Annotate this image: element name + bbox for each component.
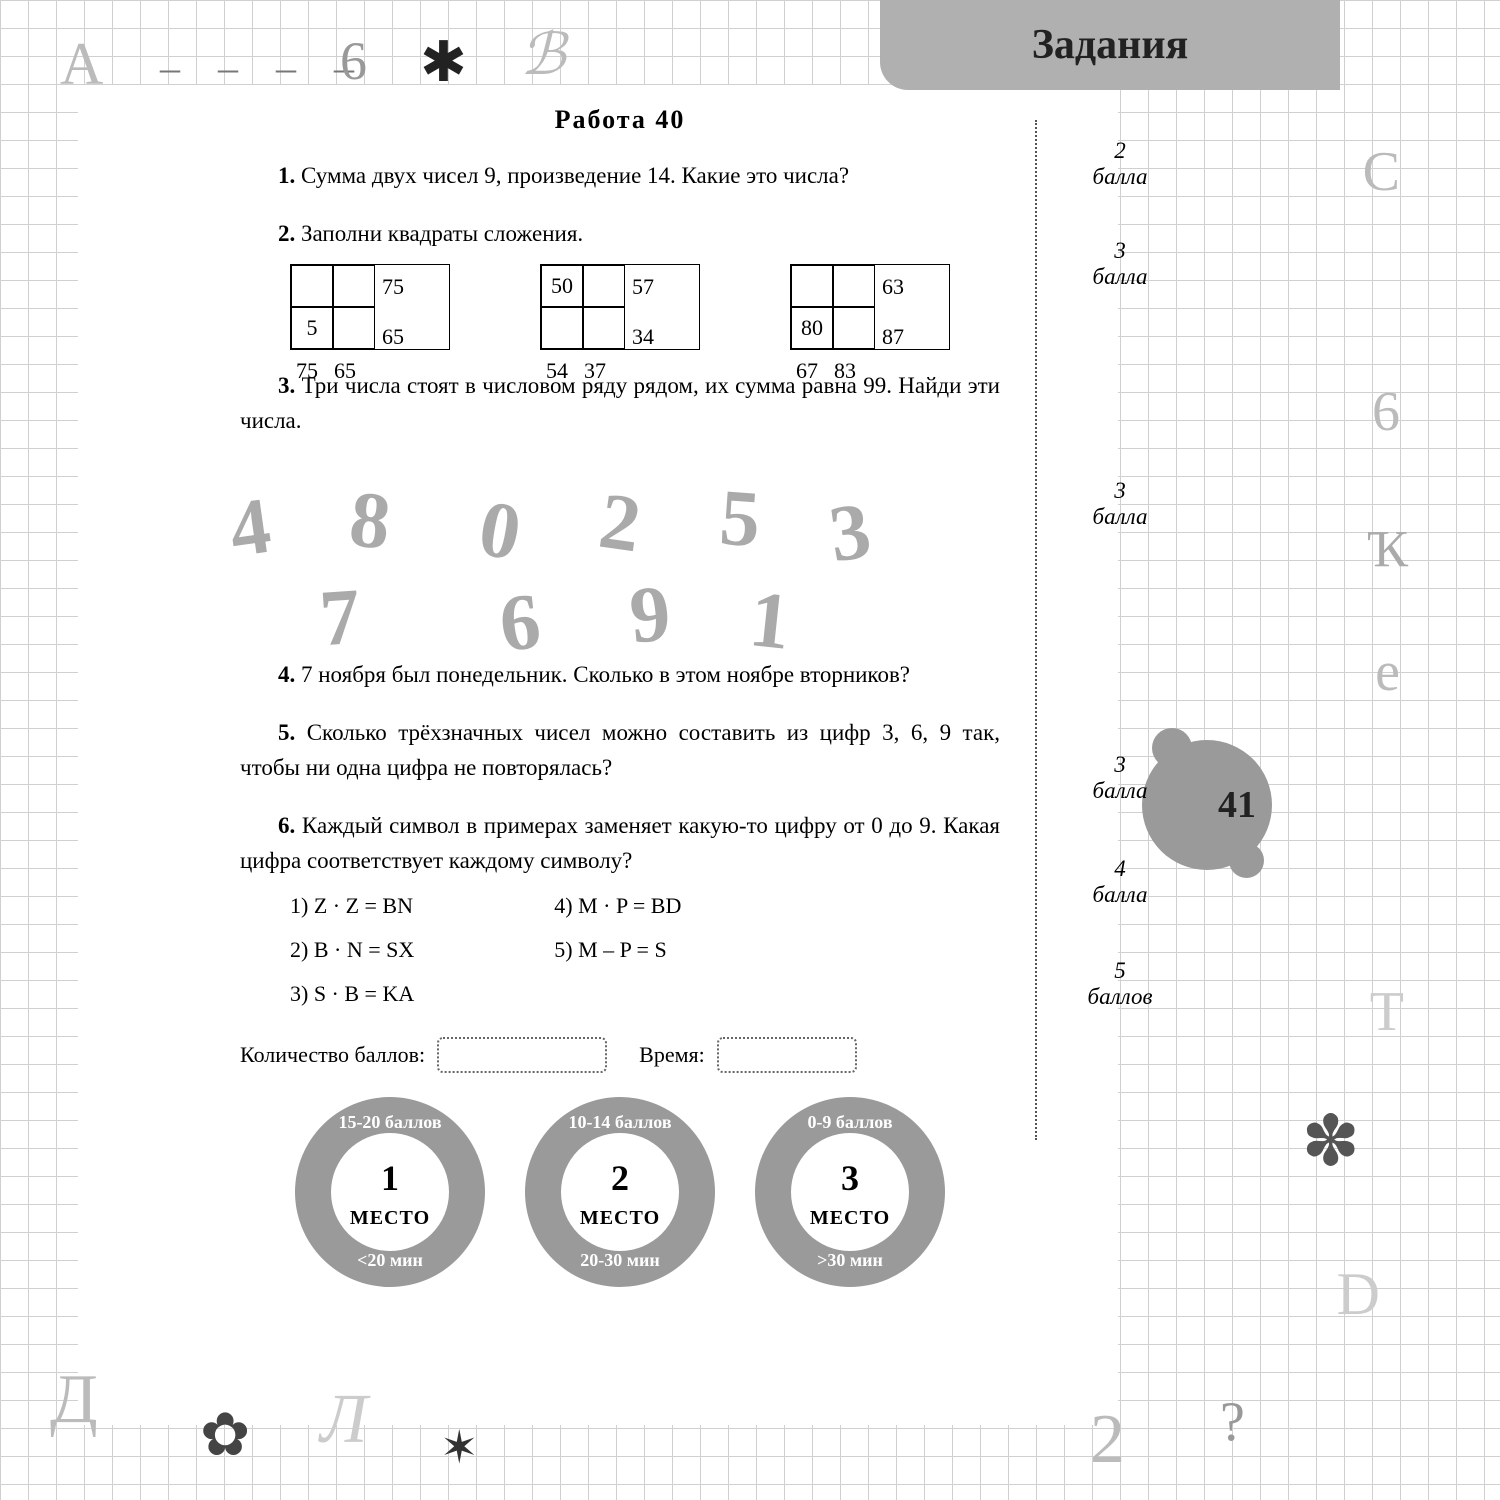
equation: 1) Z · Z = BN <box>290 889 414 923</box>
score-item: 5баллов <box>1055 958 1185 1010</box>
square-block: 5057345437 <box>540 264 700 350</box>
equation: 5) M – P = S <box>554 933 681 967</box>
medal-top: 0-9 баллов <box>755 1109 945 1137</box>
square-sum-bottom: 83 <box>834 354 856 388</box>
medal-place: МЕСТО <box>810 1203 890 1234</box>
square-cell[interactable]: 50 <box>541 265 583 307</box>
medal-number: 1 <box>381 1151 399 1207</box>
square-cell[interactable]: 80 <box>791 307 833 349</box>
decor-number: 3 <box>822 469 879 597</box>
content-area: Работа 40 1. Сумма двух чисел 9, произве… <box>240 100 1000 1287</box>
equations-col-1: 1) Z · Z = BN 2) B · N = SX 3) S · B = KA <box>290 889 414 1011</box>
square-sum-right: 57 <box>632 270 654 304</box>
medal-inner: 2МЕСТО <box>561 1133 679 1251</box>
square-sum-bottom: 67 <box>796 354 818 388</box>
medal-bottom: 20-30 мин <box>525 1247 715 1275</box>
square-cell[interactable] <box>583 307 625 349</box>
equation: 4) M · P = BD <box>554 889 681 923</box>
square-cell[interactable] <box>583 265 625 307</box>
medal-number: 3 <box>841 1151 859 1207</box>
square-cell[interactable]: 5 <box>291 307 333 349</box>
work-title: Работа 40 <box>240 100 1000 140</box>
medal: 15-20 баллов1МЕСТО<20 мин <box>295 1097 485 1287</box>
square-sum-bottom: 54 <box>546 354 568 388</box>
footer-row: Количество баллов: Время: <box>240 1037 1000 1073</box>
task-5: 5. Сколько трёхзначных чисел можно соста… <box>240 715 1000 786</box>
square-cell[interactable] <box>833 265 875 307</box>
square-cell[interactable] <box>791 265 833 307</box>
header-tab: Задания <box>880 0 1340 90</box>
square-cell[interactable] <box>333 265 375 307</box>
square-block: 8063876783 <box>790 264 950 350</box>
addition-squares: 57565756550573454378063876783 <box>290 264 1000 350</box>
square-sum-bottom: 37 <box>584 354 606 388</box>
square-sum-right: 34 <box>632 320 654 354</box>
medal-bottom: >30 мин <box>755 1247 945 1275</box>
square-sum-right: 75 <box>382 270 404 304</box>
score-item: 3балла <box>1055 238 1185 290</box>
time-label: Время: <box>639 1038 705 1072</box>
decor-number: 4 <box>222 464 279 592</box>
medal-inner: 3МЕСТО <box>791 1133 909 1251</box>
score-item: 3балла <box>1055 478 1185 530</box>
square-sum-right: 63 <box>882 270 904 304</box>
score-item: 2балла <box>1055 138 1185 190</box>
medals-row: 15-20 баллов1МЕСТО<20 мин10-14 баллов2МЕ… <box>240 1097 1000 1287</box>
medal-top: 10-14 баллов <box>525 1109 715 1137</box>
score-item: 3балла <box>1055 752 1185 804</box>
square-sum-right: 65 <box>382 320 404 354</box>
equations-list: 1) Z · Z = BN2) B · N = SX3) S · B = KA … <box>290 889 1000 1011</box>
medal-bottom: <20 мин <box>295 1247 485 1275</box>
medal: 0-9 баллов3МЕСТО>30 мин <box>755 1097 945 1287</box>
square-sum-bottom: 65 <box>334 354 356 388</box>
medal-number: 2 <box>611 1151 629 1207</box>
decor-number: 7 <box>316 555 365 681</box>
equations-col-2: 4) M · P = BD 5) M – P = S <box>554 889 681 1011</box>
square-sum-bottom: 75 <box>296 354 318 388</box>
equation: 3) S · B = KA <box>290 977 414 1011</box>
task-6: 6. Каждый символ в примерах заменяет как… <box>240 808 1000 879</box>
equation: 2) B · N = SX <box>290 933 414 967</box>
count-label: Количество баллов: <box>240 1038 425 1072</box>
points-input-box[interactable] <box>437 1037 607 1073</box>
score-divider <box>1035 120 1037 1140</box>
medal-place: МЕСТО <box>580 1203 660 1234</box>
task-2: 2. Заполни квадраты сложения. <box>240 216 1000 252</box>
square-cell[interactable] <box>291 265 333 307</box>
square-cell[interactable] <box>833 307 875 349</box>
square-sum-right: 87 <box>882 320 904 354</box>
decorative-numbers: 4870629513 <box>230 461 1000 651</box>
square-block: 575657565 <box>290 264 450 350</box>
medal-place: МЕСТО <box>350 1203 430 1234</box>
square-cell[interactable] <box>541 307 583 349</box>
medal-inner: 1МЕСТО <box>331 1133 449 1251</box>
medal-top: 15-20 баллов <box>295 1109 485 1137</box>
time-input-box[interactable] <box>717 1037 857 1073</box>
medal: 10-14 баллов2МЕСТО20-30 мин <box>525 1097 715 1287</box>
score-item: 4балла <box>1055 856 1185 908</box>
task-1: 1. Сумма двух чисел 9, произведение 14. … <box>240 158 1000 194</box>
square-cell[interactable] <box>333 307 375 349</box>
